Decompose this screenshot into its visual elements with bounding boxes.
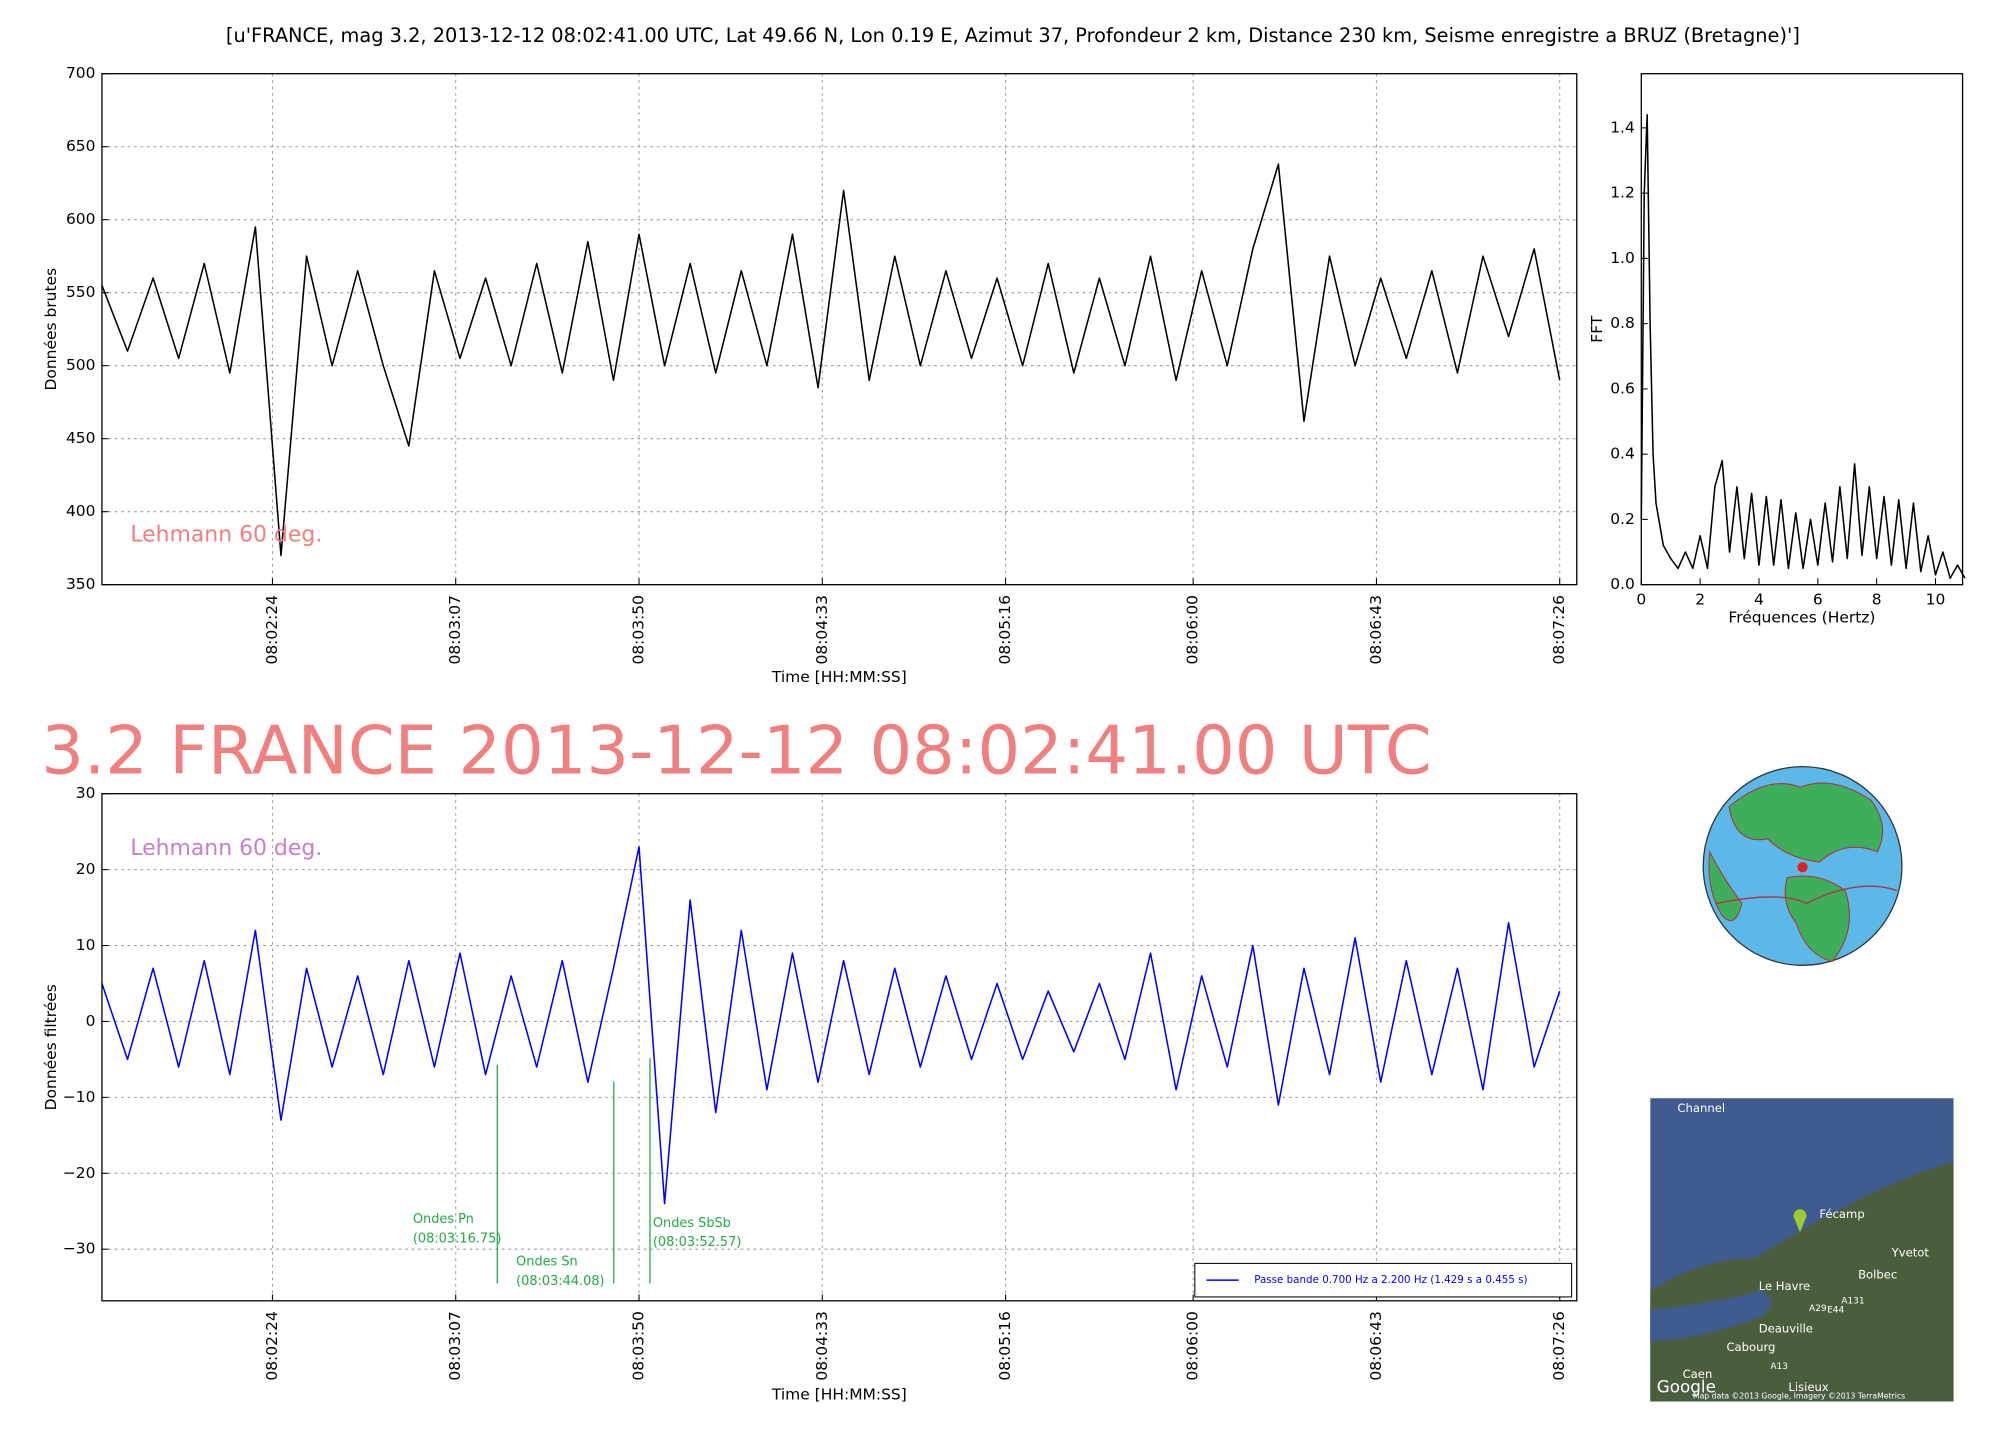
x-tick-label: 08:03:07 — [446, 1311, 464, 1380]
arrival-label: Ondes Sn — [516, 1255, 578, 1270]
y-tick-label: 0.2 — [1610, 510, 1635, 528]
map-label: Lisieux — [1788, 1380, 1828, 1394]
y-tick-label: 30 — [76, 784, 96, 802]
road-label: A131 — [1841, 1296, 1864, 1306]
y-tick-label: 1.2 — [1610, 184, 1635, 202]
x-tick-label: 08:06:43 — [1367, 595, 1385, 664]
series-line — [1640, 114, 1966, 579]
y-axis-label: Données filtrées — [42, 984, 60, 1110]
x-tick-label: 08:06:43 — [1367, 1311, 1385, 1380]
x-tick-label: 0 — [1636, 591, 1646, 609]
x-tick-label: 08:05:16 — [996, 595, 1014, 664]
y-tick-label: 0.0 — [1610, 575, 1635, 593]
x-tick-label: 08:03:50 — [630, 595, 648, 664]
y-tick-label: 0.6 — [1610, 379, 1635, 397]
arrival-time: (08:03:16.75) — [413, 1231, 501, 1246]
road-label: E44 — [1827, 1305, 1844, 1315]
y-tick-label: 600 — [66, 210, 96, 228]
plate-boundary — [1716, 885, 1897, 905]
map-label: Channel — [1677, 1101, 1725, 1115]
y-tick-label: 10 — [76, 936, 96, 954]
series-line — [101, 163, 1561, 557]
y-tick-label: 0.4 — [1610, 445, 1635, 463]
map-label: Bolbec — [1858, 1268, 1897, 1282]
y-tick-label: −20 — [63, 1164, 96, 1182]
plot-frame — [101, 73, 1578, 586]
annotation: Lehmann 60 deg. — [130, 836, 322, 861]
x-tick-label: 08:05:16 — [996, 1311, 1014, 1380]
map-land — [1650, 1161, 1954, 1402]
map-attribution: Map data ©2013 Google, Imagery ©2013 Ter… — [1693, 1391, 1905, 1400]
y-tick-label: 0.8 — [1610, 314, 1635, 332]
series-line — [101, 846, 1561, 1205]
x-tick-label: 10 — [1926, 591, 1946, 609]
y-tick-label: 650 — [66, 137, 96, 155]
y-tick-label: 700 — [66, 64, 96, 82]
annotation: Lehmann 60 deg. — [130, 523, 322, 548]
headline: 3.2 FRANCE 2013-12-12 08:02:41.00 UTC — [41, 712, 1431, 790]
map-estuary — [1650, 1290, 1771, 1343]
road-label: A13 — [1770, 1362, 1788, 1372]
arrival-time: (08:03:44.08) — [516, 1274, 604, 1289]
chart-title: [u'FRANCE, mag 3.2, 2013-12-12 08:02:41.… — [226, 24, 1800, 47]
y-tick-label: 1.4 — [1610, 118, 1635, 136]
x-tick-label: 4 — [1754, 591, 1764, 609]
x-tick-label: 08:04:33 — [813, 1311, 831, 1380]
x-tick-label: 08:06:00 — [1184, 1311, 1202, 1380]
x-tick-label: 08:06:00 — [1184, 595, 1202, 664]
x-tick-label: 8 — [1872, 591, 1882, 609]
y-tick-label: 400 — [66, 502, 96, 520]
arrival-label: Ondes SbSb — [653, 1216, 731, 1231]
y-tick-label: −10 — [63, 1088, 96, 1106]
globe-land — [1728, 782, 1884, 863]
y-tick-label: 550 — [66, 283, 96, 301]
arrival-label: Ondes Pn — [413, 1212, 474, 1227]
epicenter — [1797, 862, 1808, 873]
map-label: Deauville — [1759, 1322, 1813, 1336]
x-tick-label: 08:02:24 — [263, 1311, 281, 1380]
x-axis-label: Fréquences (Hertz) — [1728, 609, 1875, 627]
x-tick-label: 08:03:50 — [630, 1311, 648, 1380]
x-tick-label: 2 — [1695, 591, 1705, 609]
map-label: Yvetot — [1891, 1246, 1930, 1260]
plot-frame — [1640, 73, 1964, 586]
plot-frame — [101, 793, 1578, 1302]
x-tick-label: 08:07:26 — [1550, 595, 1568, 664]
globe — [1702, 765, 1903, 966]
globe-land — [1784, 875, 1850, 963]
x-tick-label: 08:03:07 — [446, 595, 464, 664]
y-tick-label: 500 — [66, 356, 96, 374]
x-axis-label: Time [HH:MM:SS] — [771, 1385, 907, 1403]
legend-box — [1194, 1262, 1573, 1298]
y-tick-label: 450 — [66, 429, 96, 447]
legend-label: Passe bande 0.700 Hz a 2.200 Hz (1.429 s… — [1254, 1274, 1527, 1286]
x-tick-label: 08:02:24 — [263, 595, 281, 664]
y-tick-label: −30 — [63, 1240, 96, 1258]
y-axis-label: FFT — [1588, 315, 1606, 343]
map-label: Fécamp — [1819, 1207, 1864, 1221]
map-label: Le Havre — [1759, 1279, 1810, 1293]
map: Channel Fécamp Yvetot Bolbec Le Havre De… — [1650, 1098, 1954, 1402]
x-tick-label: 08:04:33 — [813, 595, 831, 664]
y-axis-label: Données brutes — [42, 268, 60, 391]
y-tick-label: 0 — [86, 1012, 96, 1030]
x-axis-label: Time [HH:MM:SS] — [771, 668, 907, 686]
x-tick-label: 6 — [1813, 591, 1823, 609]
map-logo: Google — [1657, 1376, 1716, 1396]
map-label: Caen — [1683, 1367, 1713, 1381]
arrival-time: (08:03:52.57) — [653, 1235, 741, 1250]
map-pin — [1793, 1209, 1807, 1233]
y-tick-label: 350 — [66, 575, 96, 593]
road-label: A29 — [1809, 1304, 1827, 1314]
y-tick-label: 1.0 — [1610, 249, 1635, 267]
y-tick-label: 20 — [76, 860, 96, 878]
x-tick-label: 08:07:26 — [1550, 1311, 1568, 1380]
map-label: Cabourg — [1726, 1340, 1775, 1354]
